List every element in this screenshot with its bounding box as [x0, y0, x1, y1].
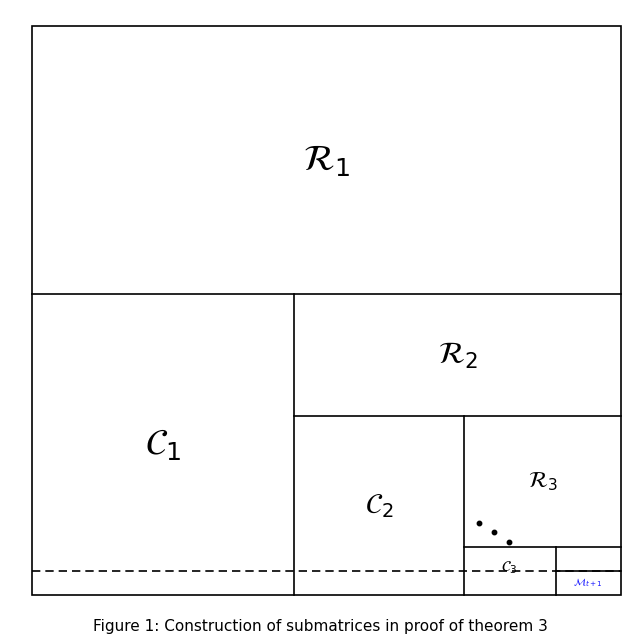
Text: Figure 1: Construction of submatrices in proof of theorem 3: Figure 1: Construction of submatrices in…: [93, 619, 547, 634]
Text: $\mathcal{M}_{t+1}$: $\mathcal{M}_{t+1}$: [573, 577, 603, 589]
Text: $\mathcal{C}_1$: $\mathcal{C}_1$: [145, 428, 182, 462]
Text: $\mathcal{R}_1$: $\mathcal{R}_1$: [303, 143, 350, 177]
Text: $\mathcal{R}_2$: $\mathcal{R}_2$: [438, 340, 477, 371]
Bar: [32, 26, 621, 595]
Text: $\mathcal{C}_3$: $\mathcal{C}_3$: [501, 559, 518, 577]
Text: $\mathcal{C}_2$: $\mathcal{C}_2$: [365, 492, 394, 520]
Text: $\mathcal{R}_3$: $\mathcal{R}_3$: [527, 470, 557, 493]
